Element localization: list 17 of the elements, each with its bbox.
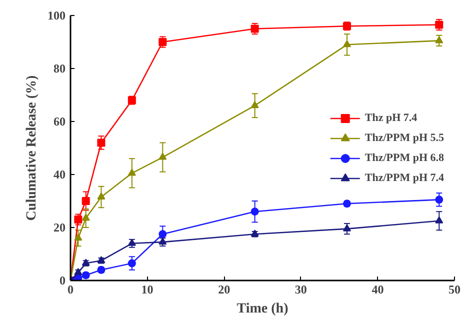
x-tick-label: 40 [372,282,384,296]
y-tick-label: 0 [60,274,66,288]
x-tick-label: 10 [141,282,154,296]
x-tick-label: 30 [294,282,307,296]
legend-label: Thz/PPM pH 5.5 [364,132,444,144]
x-tick-label: 20 [218,282,230,296]
x-axis-title: Time (h) [236,302,289,316]
legend-label: Thz/PPM pH 7.4 [364,172,444,184]
y-tick-label: 80 [54,62,66,76]
legend-label: Thz/PPM pH 6.8 [364,152,444,164]
x-tick-label: 50 [448,282,460,296]
y-axis-title: Culumative Release (%) [24,74,40,221]
y-tick-label: 20 [54,220,66,234]
legend-label: Thz pH 7.4 [364,112,418,124]
y-tick-label: 40 [54,168,66,182]
y-tick-label: 100 [48,8,66,22]
y-tick-label: 60 [54,114,66,128]
